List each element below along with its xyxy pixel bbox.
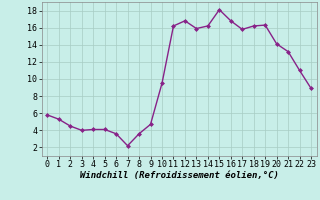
X-axis label: Windchill (Refroidissement éolien,°C): Windchill (Refroidissement éolien,°C) bbox=[80, 171, 279, 180]
